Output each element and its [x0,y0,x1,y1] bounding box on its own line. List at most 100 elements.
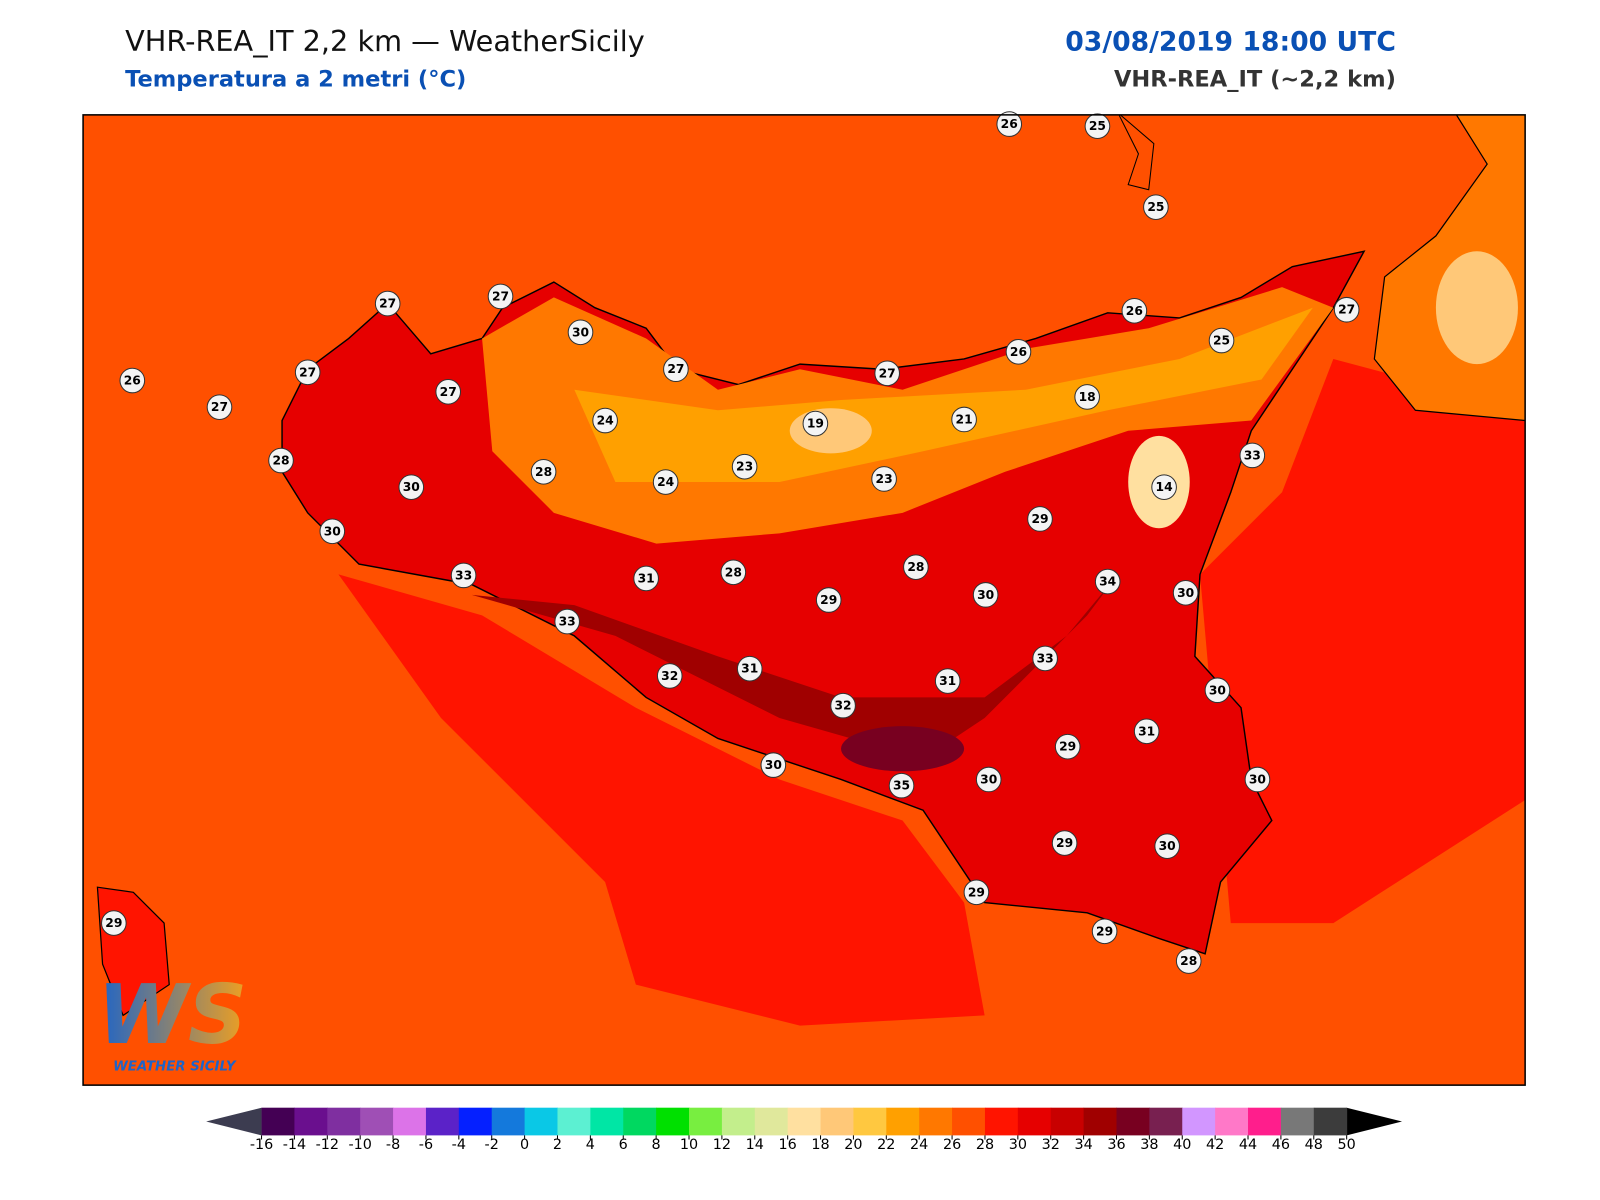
color-segment [1050,1107,1085,1136]
station-label: 19 [807,417,824,431]
station-label: 31 [638,571,655,585]
station-label: 26 [124,374,141,388]
station-label: 25 [1147,200,1164,214]
label-badge [1172,580,1199,606]
color-segment [261,1107,295,1136]
station-label: 33 [559,615,576,629]
color-segment [1182,1107,1216,1136]
tick-label: 34 [1074,1137,1092,1153]
title: VHR-REA_IT 2,2 km — WeatherSicily [125,24,645,58]
tick-label: 44 [1239,1137,1257,1153]
station-label: 27 [879,366,896,380]
tick-label: 12 [713,1137,731,1153]
label-badge [1051,830,1078,856]
sea-warm-area [1200,358,1526,924]
map-area [83,114,1526,1086]
label-badge [450,562,477,589]
station-label: 27 [667,362,684,376]
color-segment [984,1107,1019,1136]
color-segment [721,1107,756,1136]
map-frame [82,114,1526,1086]
station-label: 24 [657,475,674,489]
tick-label: 6 [619,1137,628,1153]
label-badge [1005,338,1032,365]
label-badge [1244,766,1271,793]
tick-label: 8 [652,1137,661,1153]
color-segment [820,1107,854,1136]
station-label: 28 [1180,954,1197,968]
label-badge [874,360,900,387]
station-label: 28 [725,565,742,579]
label-badge [633,565,659,592]
logo-text: WEATHER SICILY [113,1060,237,1075]
tick-label: 10 [680,1137,698,1153]
label-badge [1084,113,1111,139]
label-badge [652,469,679,495]
tick-label: 28 [976,1137,994,1153]
label-badge [1208,327,1235,354]
station-label: 35 [893,779,910,793]
color-segment [952,1107,986,1136]
label-badge [1121,297,1148,324]
tick-label: 22 [877,1137,895,1153]
station-label: 30 [1209,683,1226,697]
label-badge [972,582,999,608]
label-badge [319,518,346,545]
label-badge [567,319,594,346]
label-badge [1094,568,1121,595]
station-label: 29 [820,593,837,607]
label-badge [530,458,557,485]
label-badge [487,283,514,310]
station-label: 33 [1037,651,1054,665]
tick-label: -12 [316,1137,339,1153]
label-badge [1027,506,1053,532]
station-label: 30 [1249,772,1266,786]
label-badge [119,367,146,394]
label-badge [1032,645,1058,672]
label-badge [1143,194,1169,220]
tick-label: 40 [1173,1137,1191,1153]
label-badge [435,378,462,405]
station-label: 32 [661,669,678,683]
label-badge [1204,677,1231,704]
color-segment [1248,1107,1282,1136]
color-segment [689,1107,723,1136]
station-label: 31 [939,674,956,688]
label-badge [294,359,321,386]
label-badge [554,608,580,635]
station-label: 23 [876,472,893,486]
label-badge [871,466,897,492]
station-label: 27 [211,400,228,414]
station-labels: 26 25 25 27 27 30 26 27 27 27 27 27 26 26 25 27 18 21 19 24… [101,111,1360,974]
label-badge [374,290,401,317]
station-label: 26 [1126,304,1143,318]
station-label: 23 [736,460,753,474]
label-badge [592,407,618,434]
cool-area [574,307,1313,483]
colorbar-under [206,1107,262,1136]
tick-label: 26 [943,1137,961,1153]
station-label: 26 [1010,345,1027,359]
label-badge [830,692,856,719]
station-label: 27 [299,365,316,379]
label-badge [815,587,842,613]
station-label: 33 [455,568,472,582]
color-segment [919,1107,953,1136]
color-segment [294,1107,328,1136]
station-label: 21 [956,412,973,426]
label-badge [1154,833,1180,859]
station-label: 27 [492,289,509,303]
station-label: 28 [272,454,289,468]
color-segment [1149,1107,1183,1136]
tick-label: 38 [1140,1137,1158,1153]
tick-label: 42 [1206,1137,1224,1153]
color-segment [754,1107,789,1136]
label-badge [736,655,763,682]
island [1118,114,1155,191]
tick-label: 4 [586,1137,595,1153]
color-segment [1313,1107,1348,1136]
station-label: 29 [1056,836,1073,850]
tick-label: 36 [1107,1137,1125,1153]
label-badge [903,554,929,580]
